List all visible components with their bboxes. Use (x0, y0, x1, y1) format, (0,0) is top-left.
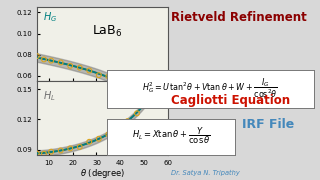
Point (87, 69, 92, 72)
Point (96, 137, 101, 140)
Point (49, 150, 54, 153)
Point (115, 80, 120, 82)
Point (41, 58, 46, 61)
Point (77, 66, 82, 69)
Point (68, 64, 73, 67)
Text: $H_G^2 = U\,\tan^2\!\theta + V\tan\theta + W + \dfrac{I_G}{\cos^2\!\theta}$: $H_G^2 = U\,\tan^2\!\theta + V\tan\theta… (142, 77, 278, 100)
Point (49, 59, 54, 62)
Point (77, 145, 82, 148)
Point (58, 149, 63, 152)
Text: Cagliotti Equation: Cagliotti Equation (171, 94, 290, 107)
Point (144, 100, 149, 103)
Point (125, 86, 130, 89)
Text: $H_G$: $H_G$ (44, 10, 58, 24)
Point (154, 88, 159, 91)
Text: LaB$_6$: LaB$_6$ (92, 24, 122, 39)
Point (87, 140, 92, 143)
Point (115, 126, 120, 129)
Point (134, 112, 140, 115)
Point (96, 74, 101, 77)
Point (68, 147, 73, 150)
Point (106, 133, 111, 136)
Text: Rietveld Refinement: Rietveld Refinement (171, 11, 307, 24)
Point (106, 75, 111, 78)
Point (34, 55, 39, 58)
Point (125, 120, 130, 123)
Text: IRF File: IRF File (242, 118, 294, 131)
X-axis label: $\theta$ (degree): $\theta$ (degree) (80, 167, 125, 180)
Point (154, 115, 159, 118)
Text: Dr. Satya N. Tripathy: Dr. Satya N. Tripathy (171, 170, 240, 176)
Text: $H_L = X\tan\theta + \dfrac{Y}{\cos\theta}$: $H_L = X\tan\theta + \dfrac{Y}{\cos\thet… (132, 126, 211, 146)
Text: $H_L$: $H_L$ (44, 89, 56, 103)
Point (134, 92, 140, 94)
Point (144, 100, 149, 103)
Point (41, 152, 46, 155)
Point (34, 152, 39, 155)
Point (58, 61, 63, 64)
